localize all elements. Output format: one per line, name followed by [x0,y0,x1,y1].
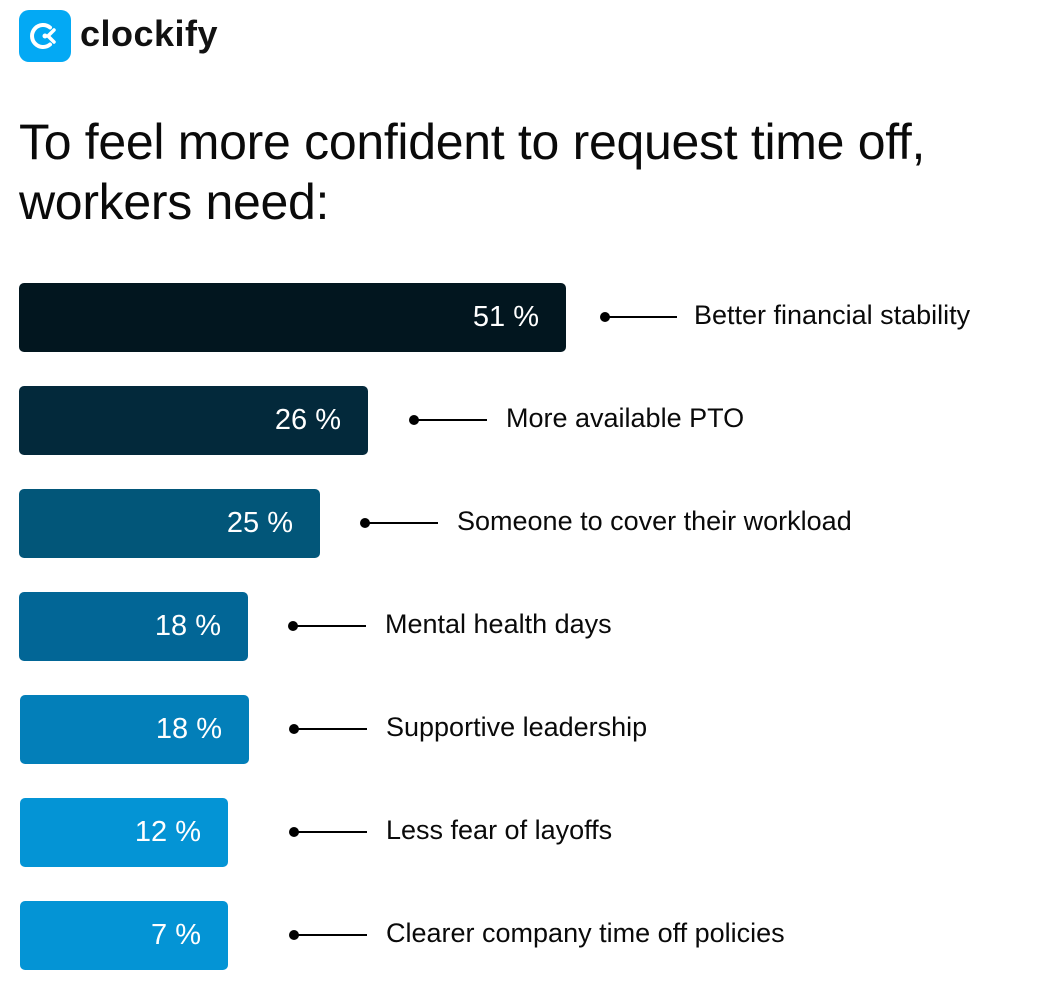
bar: 25 % [19,489,320,558]
category-label: Clearer company time off policies [386,918,785,948]
leader-line [288,620,371,632]
category-label: Mental health days [385,609,612,639]
chart-title: To feel more confident to request time o… [19,114,926,230]
bar-value-label: 26 % [274,404,341,436]
bar-value-label: 18 % [155,713,222,745]
brand-name: clockify [80,13,219,54]
bar: 18 % [19,592,248,661]
brand-logo: clockify [19,10,218,62]
bar-value-label: 51 % [472,301,539,333]
leader-line [409,414,492,426]
category-label: Someone to cover their workload [457,506,852,536]
leader-line [600,311,682,323]
bar: 18 % [20,695,249,764]
bar-value-label: 25 % [226,507,293,539]
category-label: Less fear of layoffs [386,815,613,845]
bar-value-label: 12 % [134,816,201,848]
leader-line-stroke [294,728,367,730]
bar-value-label: 18 % [154,610,221,642]
clockify-logo-icon [19,10,71,62]
leader-line-stroke [414,419,487,421]
leader-line [289,723,372,735]
leader-line [289,826,372,838]
bar-value-label: 7 % [151,919,201,951]
category-label: Better financial stability [694,300,971,330]
leader-line-stroke [294,934,367,936]
leader-line-stroke [365,522,438,524]
bar: 26 % [19,386,368,455]
leader-line-stroke [294,831,367,833]
leader-line [360,517,443,529]
bar: 7 % [20,901,228,970]
leader-line-stroke [293,625,366,627]
category-label: Supportive leadership [386,712,648,742]
leader-line-stroke [605,316,677,318]
category-label: More available PTO [506,403,745,433]
bar: 12 % [20,798,228,867]
bar: 51 % [19,283,566,352]
leader-line [289,929,372,941]
